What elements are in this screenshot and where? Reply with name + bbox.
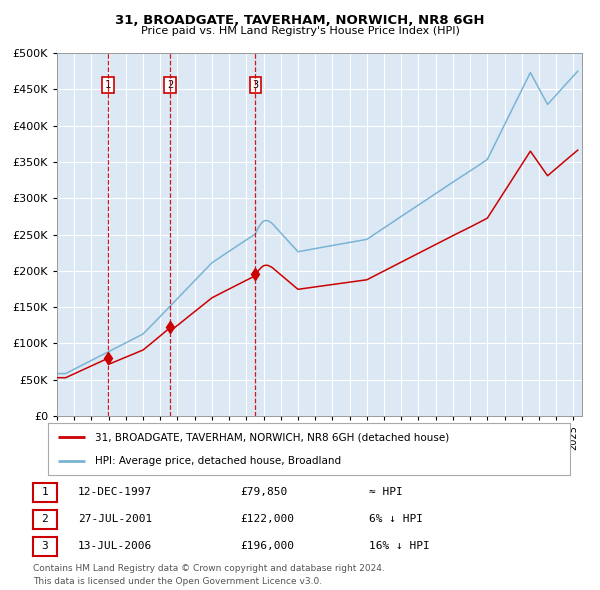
- Text: HPI: Average price, detached house, Broadland: HPI: Average price, detached house, Broa…: [95, 456, 341, 466]
- Text: 1: 1: [41, 487, 49, 497]
- Text: 3: 3: [41, 542, 49, 551]
- Text: 16% ↓ HPI: 16% ↓ HPI: [369, 542, 430, 551]
- Text: 2: 2: [167, 80, 173, 90]
- Text: 6% ↓ HPI: 6% ↓ HPI: [369, 514, 423, 524]
- Text: 27-JUL-2001: 27-JUL-2001: [78, 514, 152, 524]
- Text: 31, BROADGATE, TAVERHAM, NORWICH, NR8 6GH: 31, BROADGATE, TAVERHAM, NORWICH, NR8 6G…: [115, 14, 485, 27]
- Text: 1: 1: [104, 80, 111, 90]
- Text: £196,000: £196,000: [240, 542, 294, 551]
- Text: 2: 2: [41, 514, 49, 524]
- Text: 31, BROADGATE, TAVERHAM, NORWICH, NR8 6GH (detached house): 31, BROADGATE, TAVERHAM, NORWICH, NR8 6G…: [95, 432, 449, 442]
- Text: 13-JUL-2006: 13-JUL-2006: [78, 542, 152, 551]
- Text: ≈ HPI: ≈ HPI: [369, 487, 403, 497]
- Text: 12-DEC-1997: 12-DEC-1997: [78, 487, 152, 497]
- Text: 3: 3: [253, 80, 259, 90]
- Text: Contains HM Land Registry data © Crown copyright and database right 2024.
This d: Contains HM Land Registry data © Crown c…: [33, 564, 385, 585]
- Text: £79,850: £79,850: [240, 487, 287, 497]
- Text: £122,000: £122,000: [240, 514, 294, 524]
- Text: Price paid vs. HM Land Registry's House Price Index (HPI): Price paid vs. HM Land Registry's House …: [140, 27, 460, 36]
